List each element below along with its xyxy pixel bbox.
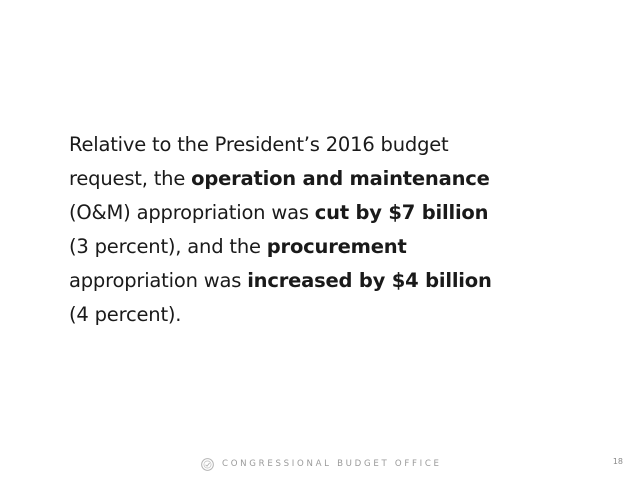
text-run: appropriation was <box>69 269 248 292</box>
body-line: request, the operation and maintenance <box>69 162 589 196</box>
text-run: Relative to the President’s 2016 budget <box>69 133 449 156</box>
footer: CONGRESSIONAL BUDGET OFFICE <box>201 455 442 473</box>
body-line: (3 percent), and the procurement <box>69 230 589 264</box>
body-line: appropriation was increased by $4 billio… <box>69 264 589 298</box>
body-line: (O&M) appropriation was cut by $7 billio… <box>69 196 589 230</box>
footer-org-name: CONGRESSIONAL BUDGET OFFICE <box>222 459 442 469</box>
text-run: (O&M) appropriation was <box>69 201 315 224</box>
emphasis-run: procurement <box>266 235 407 258</box>
emphasis-run: increased by $4 billion <box>247 269 492 292</box>
text-run: request, the <box>69 167 192 190</box>
emphasis-run: operation and maintenance <box>191 167 490 190</box>
page-number: 18 <box>612 457 623 466</box>
emphasis-run: cut by $7 billion <box>314 201 489 224</box>
text-run: (4 percent). <box>69 303 182 326</box>
body-line: (4 percent). <box>69 298 589 332</box>
body-line: Relative to the President’s 2016 budget <box>69 128 589 162</box>
cbo-seal-icon <box>201 457 214 471</box>
slide-body-text: Relative to the President’s 2016 budget … <box>69 128 589 332</box>
text-run: (3 percent), and the <box>69 235 267 258</box>
